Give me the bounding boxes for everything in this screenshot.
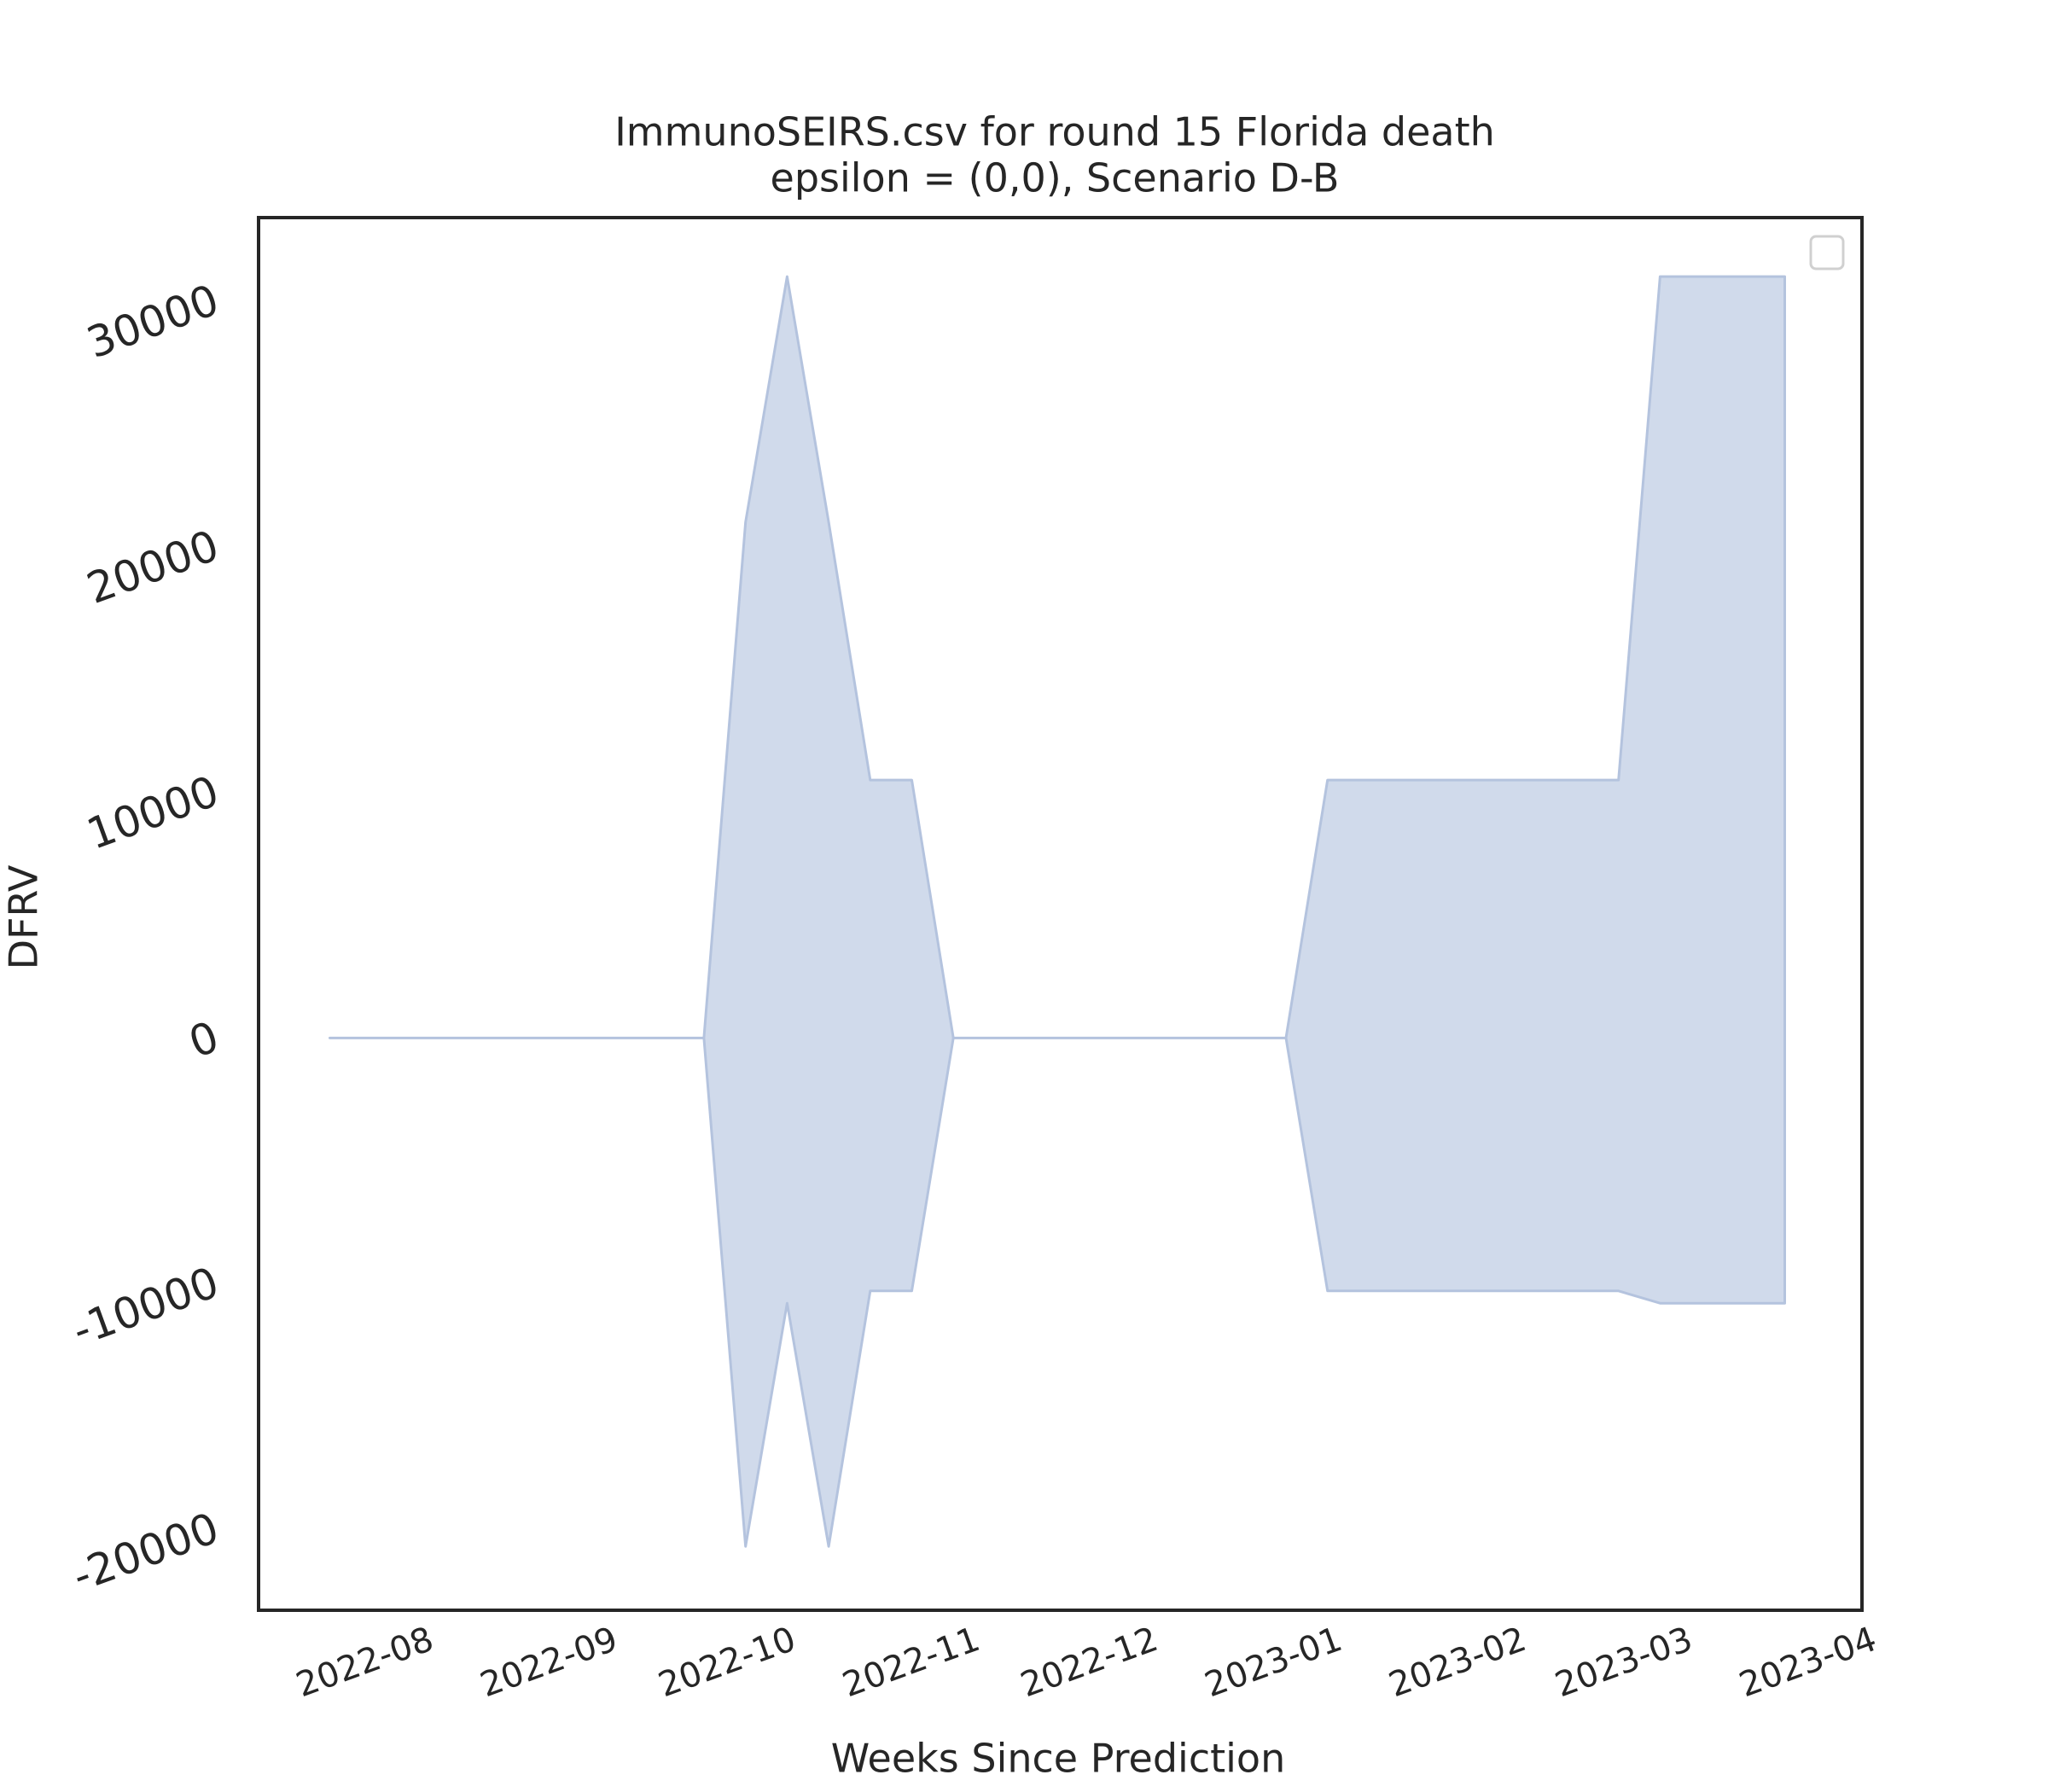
- x-axis-label: Weeks Since Prediction: [831, 1736, 1285, 1782]
- band-area: [329, 275, 1786, 1548]
- plot-frame: [257, 216, 1864, 1612]
- chart-title: ImmunoSEIRS.csv for round 15 Florida dea…: [614, 109, 1495, 155]
- legend: [1809, 235, 1845, 271]
- plot-area: [329, 275, 1786, 1548]
- y-axis-label: DFRV: [1, 864, 47, 969]
- chart-subtitle: epsilon = (0,0), Scenario D-B: [771, 155, 1340, 201]
